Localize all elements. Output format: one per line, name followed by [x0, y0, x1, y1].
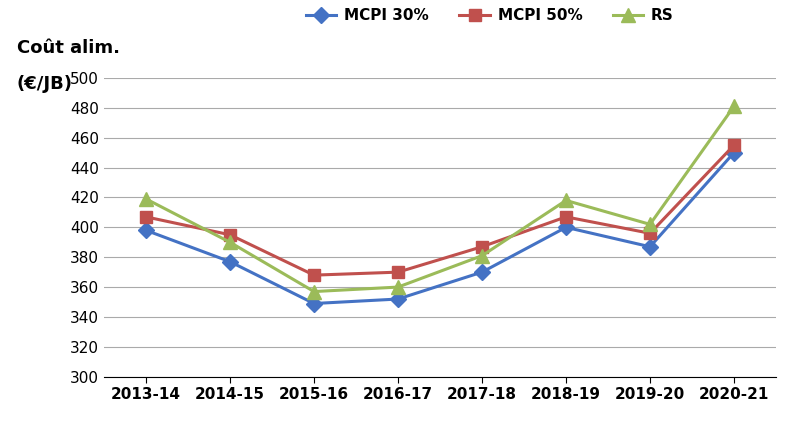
MCPI 30%: [477, 269, 486, 275]
RS: [562, 198, 571, 203]
MCPI 50%: [730, 142, 739, 148]
RS: [141, 196, 150, 201]
Line: MCPI 50%: MCPI 50%: [141, 139, 739, 281]
RS: [730, 104, 739, 109]
Line: RS: RS: [139, 100, 741, 298]
MCPI 50%: [477, 244, 486, 249]
MCPI 30%: [141, 228, 150, 233]
MCPI 30%: [309, 301, 318, 306]
MCPI 50%: [226, 232, 235, 237]
MCPI 50%: [645, 231, 654, 236]
MCPI 50%: [562, 214, 571, 220]
MCPI 30%: [394, 297, 402, 302]
MCPI 30%: [730, 150, 739, 155]
Text: (€/JB): (€/JB): [17, 75, 73, 93]
MCPI 50%: [309, 272, 318, 278]
RS: [309, 289, 318, 294]
RS: [477, 253, 486, 259]
Legend: MCPI 30%, MCPI 50%, RS: MCPI 30%, MCPI 50%, RS: [300, 2, 680, 29]
MCPI 30%: [226, 259, 235, 264]
RS: [394, 284, 402, 290]
MCPI 50%: [141, 214, 150, 220]
MCPI 30%: [645, 244, 654, 249]
MCPI 30%: [562, 225, 571, 230]
Text: Coût alim.: Coût alim.: [17, 39, 120, 57]
RS: [226, 239, 235, 245]
Line: MCPI 30%: MCPI 30%: [141, 147, 739, 309]
MCPI 50%: [394, 269, 402, 275]
RS: [645, 222, 654, 227]
